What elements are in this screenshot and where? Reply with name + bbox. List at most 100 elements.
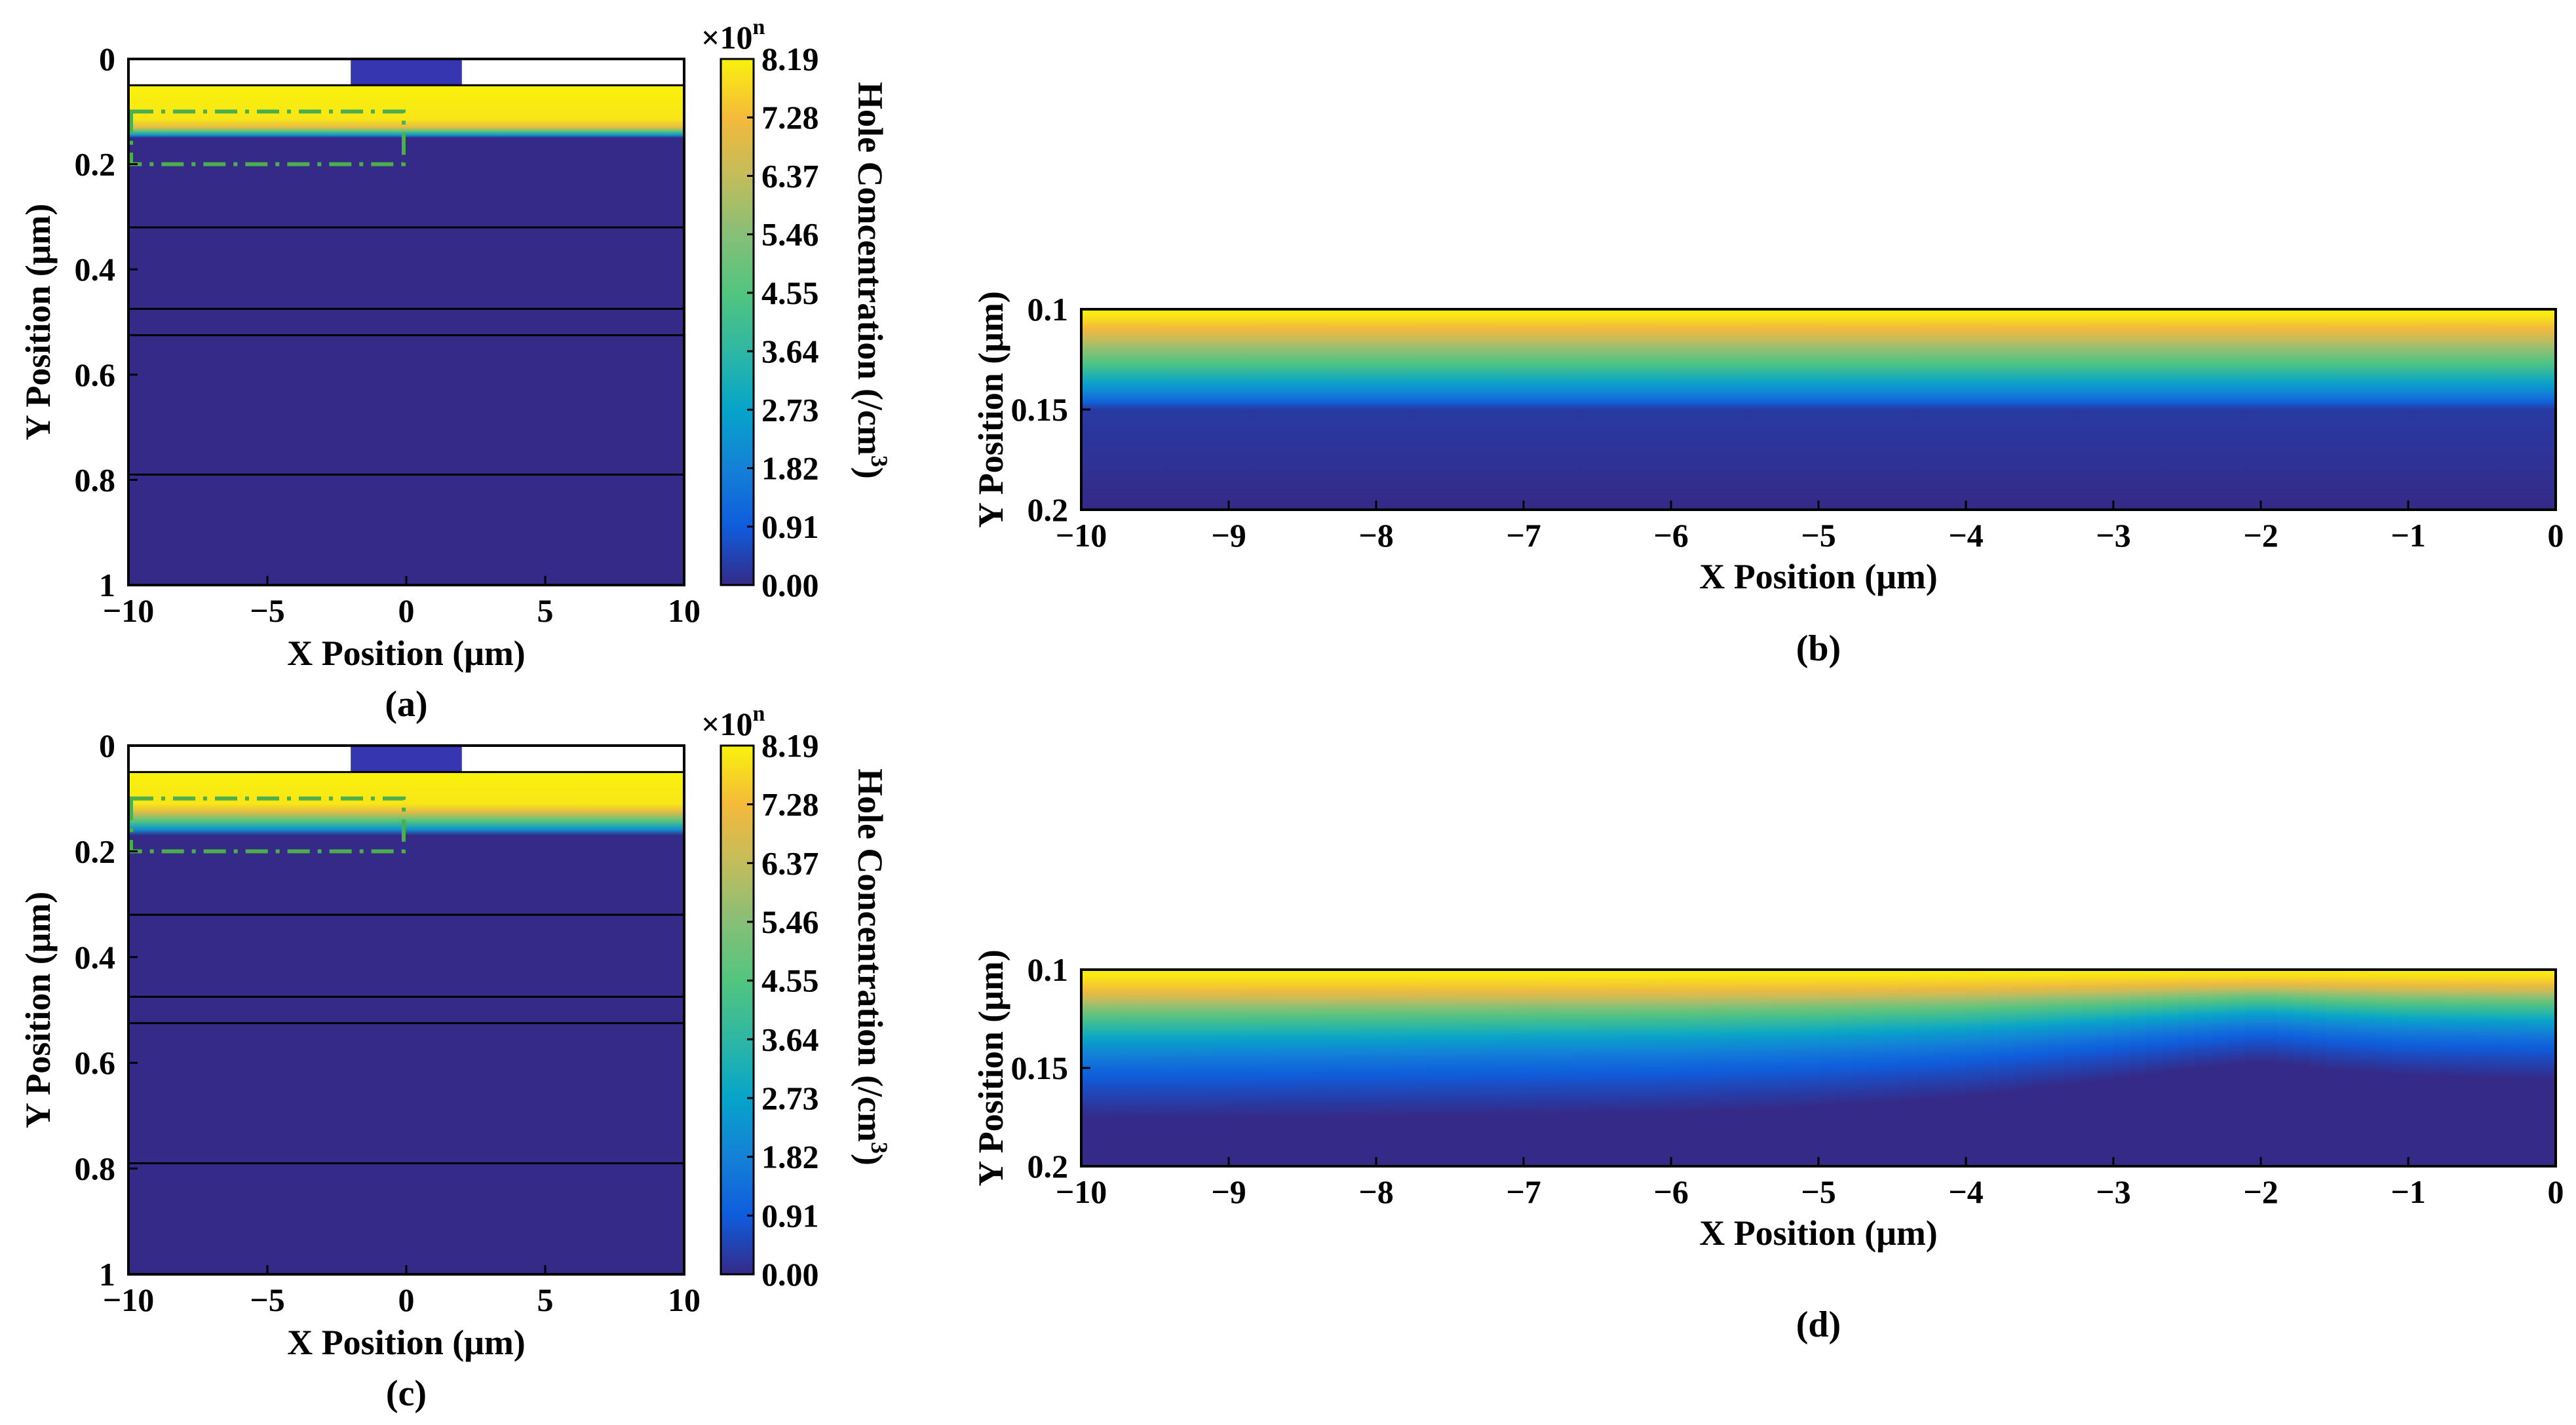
panel-d: −10 −9 −8 −7 −6 −5 −4 −3 −2 −1 00.10.150.2X Positi…	[971, 949, 2564, 1345]
heatmap-column	[2310, 970, 2327, 1069]
y-tick-label: 0.6	[75, 1044, 116, 1081]
heatmap-column	[1327, 970, 1344, 1118]
colorbar-tick-label: 4.55	[761, 275, 819, 311]
heatmap-column	[2081, 970, 2098, 1083]
colorbar-tick-label: 8.19	[761, 41, 819, 77]
heatmap-column	[1769, 970, 1786, 1109]
heatmap-column	[1966, 970, 1983, 1097]
heatmap-column	[1655, 970, 1672, 1114]
heatmap-column	[2179, 970, 2196, 1070]
heatmap-column	[1180, 970, 1197, 1118]
heatmap-column	[1605, 970, 1623, 1114]
heatmap-column	[1737, 970, 1754, 1111]
colorbar-multiplier-exponent: n	[753, 702, 765, 726]
heatmap-column	[1130, 970, 1147, 1119]
zoom-region-box	[129, 796, 406, 854]
heatmap-column	[2261, 970, 2278, 1063]
high-concentration-layer	[128, 85, 684, 140]
x-tick-label: −1	[2391, 517, 2426, 554]
colorbar-tick-label: 6.37	[761, 845, 819, 881]
y-tick-label: 0.2	[75, 833, 116, 869]
heatmap-column	[1343, 970, 1360, 1118]
heatmap-column	[1851, 970, 1868, 1105]
heatmap-column	[1753, 970, 1770, 1110]
heatmap-column	[2425, 970, 2442, 1076]
x-tick-label: −3	[2096, 517, 2131, 554]
heatmap-column	[1638, 970, 1655, 1114]
heatmap-column	[2294, 970, 2311, 1067]
heatmap-column	[2490, 970, 2507, 1078]
heatmap-column	[2457, 970, 2474, 1078]
heatmap-column	[2441, 970, 2458, 1077]
heatmap-column	[1982, 970, 1999, 1095]
heatmap-column	[2130, 970, 2147, 1076]
colorbar-tick-label: 2.73	[761, 1080, 819, 1116]
heatmap-column	[2212, 970, 2229, 1067]
y-axis-label: Y Position (μm)	[971, 949, 1010, 1187]
x-tick-label: −4	[1948, 517, 1984, 554]
heatmap-column	[2523, 970, 2540, 1079]
colorbar-tick-label: 4.55	[761, 962, 819, 999]
colorbar-label-text: Hole Concentration (/cm	[851, 82, 890, 455]
x-tick-label: −5	[1801, 1173, 1836, 1210]
x-axis-label: X Position (μm)	[287, 634, 526, 673]
heatmap-column	[2408, 970, 2425, 1076]
y-axis-label: Y Position (μm)	[18, 204, 58, 441]
heatmap-column	[1261, 970, 1278, 1118]
electrode	[351, 59, 462, 86]
heatmap-column	[2474, 970, 2491, 1078]
colorbar-label-superscript: 3	[866, 1142, 893, 1154]
heatmap-column	[1999, 970, 2016, 1093]
heatmap-column	[1687, 970, 1704, 1112]
x-tick-label: −8	[1358, 1173, 1394, 1210]
colorbar-tick-label: 3.64	[761, 333, 819, 370]
y-tick-label: 0.15	[1011, 391, 1069, 428]
x-tick-label: −2	[2243, 517, 2278, 554]
heatmap-column	[1786, 970, 1803, 1109]
heatmap-column	[1802, 970, 1819, 1108]
panel-caption: (d)	[1796, 1304, 1841, 1345]
x-tick-label: −2	[2243, 1173, 2278, 1210]
colorbar	[720, 744, 755, 1276]
y-tick-label: 0.15	[1011, 1050, 1069, 1086]
x-tick-label: −3	[2096, 1173, 2131, 1210]
heatmap-column	[2146, 970, 2163, 1074]
colorbar-label: Hole Concentration (/cm3)	[851, 82, 893, 479]
y-axis-label: Y Position (μm)	[18, 892, 58, 1129]
y-tick-label: 0.1	[1028, 291, 1069, 328]
heatmap-column	[1163, 970, 1180, 1119]
x-tick-label: −6	[1653, 517, 1689, 554]
heatmap-column	[1884, 970, 1901, 1103]
heatmap-column	[2064, 970, 2081, 1085]
y-tick-label: 0.2	[75, 146, 116, 183]
heatmap-column	[1868, 970, 1885, 1104]
heatmap-column	[1835, 970, 1852, 1106]
x-tick-label: 0	[2548, 517, 2564, 554]
y-tick-label: 0.8	[75, 1150, 116, 1187]
colorbar-tick-label: 5.46	[761, 903, 819, 940]
panel-c: −10 −5 0 5 10 0 0.2 0.4 0.6 0.8 1 X Position (μm) Y …	[18, 702, 893, 1414]
colorbar-tick-label: 7.28	[761, 99, 819, 136]
heatmap-column	[1147, 970, 1164, 1119]
heatmap-column	[2228, 970, 2245, 1065]
x-tick-label: 10	[668, 1282, 701, 1318]
colorbar-label-text: Hole Concentration (/cm	[851, 769, 890, 1142]
heatmap-column	[1474, 970, 1491, 1116]
panel-a: −10 −5 0 5 10 0 0.2 0.4 0.6 0.8 1 X Position (μm) Y …	[18, 15, 893, 725]
y-tick-label: 1	[99, 1256, 115, 1293]
y-tick-label: 0.8	[75, 461, 116, 498]
colorbar-label: Hole Concentration (/cm3)	[851, 769, 893, 1166]
x-tick-label: 5	[537, 1282, 554, 1318]
heatmap-column	[1507, 970, 1524, 1116]
colorbar-multiplier: ×10n	[701, 15, 765, 56]
heatmap-column	[1376, 970, 1393, 1117]
heatmap-column	[2097, 970, 2114, 1081]
x-tick-label: −4	[1948, 1173, 1984, 1210]
heatmap-column	[1720, 970, 1737, 1111]
colorbar-label-close: )	[851, 467, 890, 479]
colorbar-tick-label: 8.19	[761, 727, 819, 764]
heatmap-column	[2031, 970, 2048, 1089]
colorbar	[720, 58, 755, 586]
heatmap-column	[2507, 970, 2524, 1079]
y-tick-label: 1	[99, 567, 115, 603]
